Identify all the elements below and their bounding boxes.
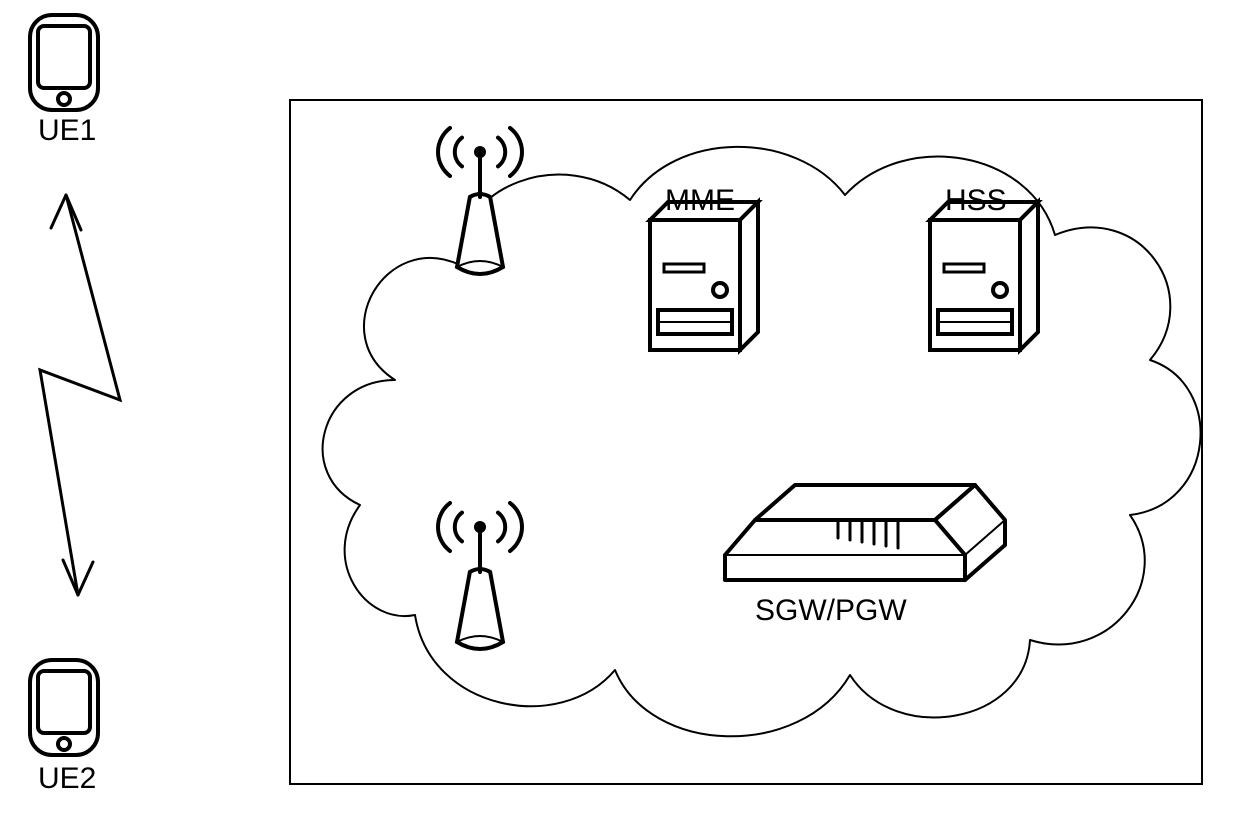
sgw-pgw-label: SGW/PGW	[755, 594, 907, 627]
ue1-device-icon-label: UE1	[38, 114, 96, 147]
mme-server-icon	[650, 202, 758, 350]
ue2-device-icon-label: UE2	[38, 762, 96, 795]
sgw-pgw-router-icon	[725, 485, 1005, 580]
enodeb1-icon	[438, 128, 522, 274]
ue1-device-icon	[30, 15, 98, 110]
enodeb2-icon	[438, 503, 522, 649]
cloud-icon	[323, 147, 1201, 736]
hss-server-icon-label: HSS	[945, 184, 1007, 217]
network-diagram: UE1 UE2 MME HSS SGW/PGW	[0, 0, 1240, 815]
mme-server-icon-label: MME	[665, 184, 735, 217]
ue2-device-icon	[30, 660, 98, 755]
hss-server-icon	[930, 202, 1038, 350]
wireless-link-icon	[40, 195, 120, 595]
